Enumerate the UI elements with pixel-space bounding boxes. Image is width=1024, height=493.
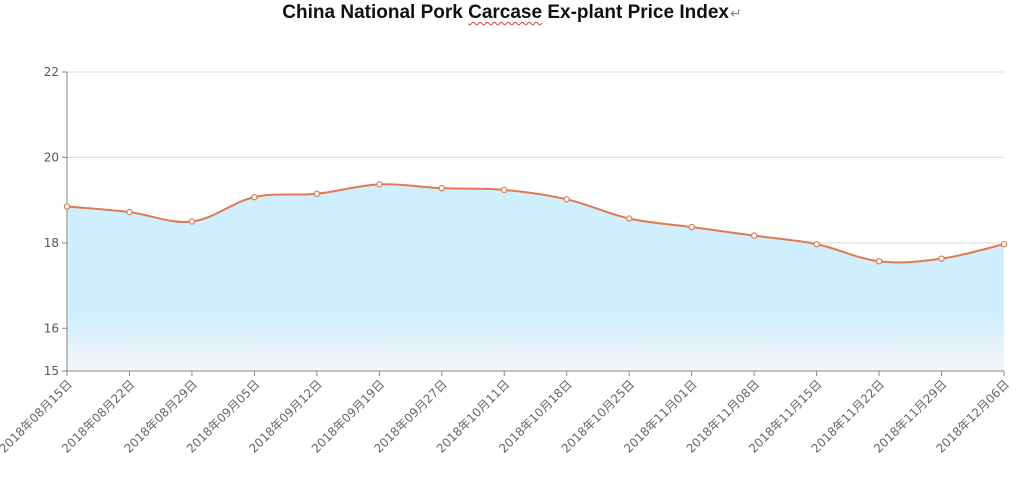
y-tick-label-20: 20 xyxy=(44,150,59,164)
y-axis-ticks: 15 16 18 20 22 xyxy=(44,65,67,378)
data-point-7 xyxy=(501,186,508,194)
y-tick-label-22: 22 xyxy=(44,65,59,79)
data-point-0 xyxy=(63,203,71,210)
data-point-9 xyxy=(626,215,633,222)
data-points xyxy=(63,181,1008,265)
y-tick-label-15: 15 xyxy=(44,364,59,378)
data-point-15 xyxy=(1000,240,1008,248)
data-point-6 xyxy=(438,184,445,192)
data-point-13 xyxy=(875,258,883,265)
y-tick-label-16: 16 xyxy=(44,321,59,335)
data-point-8 xyxy=(563,196,570,203)
data-point-12 xyxy=(813,240,820,248)
chart-title-lead: China National Pork xyxy=(282,2,469,23)
chart-title: China National Pork Carcase Ex-plant Pri… xyxy=(0,2,1024,24)
data-point-1 xyxy=(126,208,133,216)
chart-title-spellcheck-word: Carcase xyxy=(468,2,543,23)
series-line-group xyxy=(66,183,1005,264)
data-point-2 xyxy=(188,218,196,225)
y-tick-label-18: 18 xyxy=(44,236,59,250)
axes xyxy=(66,72,1004,372)
data-point-10 xyxy=(688,223,695,231)
x-axis-ticks: 2018年08月15日2018年08月22日2018年08月29日2018年09… xyxy=(0,371,1012,456)
data-point-5 xyxy=(376,181,383,188)
area-fill xyxy=(67,184,1004,371)
area-fill-group xyxy=(67,184,1004,371)
data-point-4 xyxy=(313,190,321,197)
data-point-3 xyxy=(251,193,258,201)
paragraph-mark-icon: ↵ xyxy=(729,5,742,21)
data-point-14 xyxy=(938,255,945,262)
chart-title-tail: Ex-plant Price Index xyxy=(542,2,729,23)
series-line xyxy=(66,183,1005,264)
data-point-11 xyxy=(750,232,758,239)
